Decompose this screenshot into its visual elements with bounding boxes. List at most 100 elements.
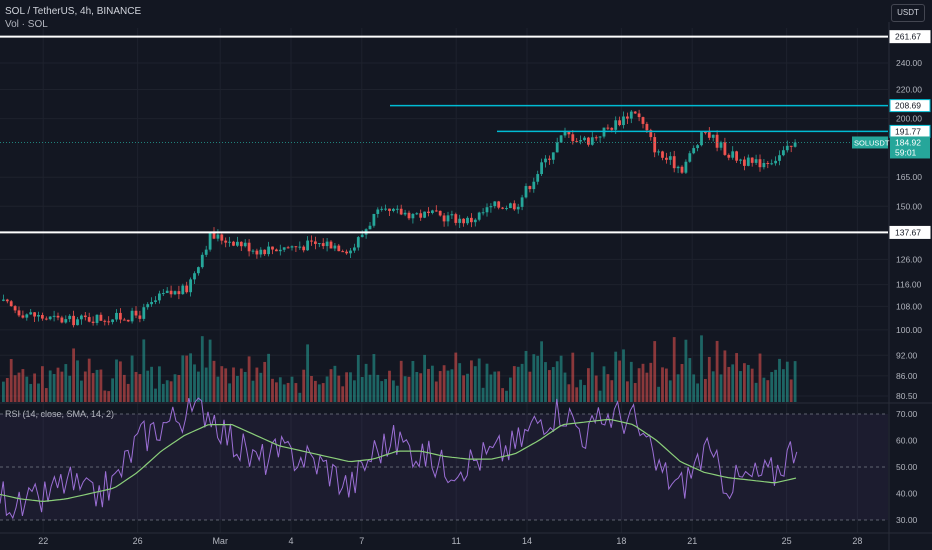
candle-body — [704, 132, 707, 134]
rsi-axis-tick-label: 30.00 — [896, 515, 918, 525]
candle-body — [298, 246, 302, 248]
volume-bar — [165, 380, 169, 402]
candle-body — [251, 250, 255, 252]
volume-bar — [200, 336, 204, 402]
symbol-tag-label: SOLUSDT — [854, 138, 890, 147]
volume-bar — [758, 353, 762, 402]
candle-body — [376, 209, 380, 214]
x-axis-tick-label: 18 — [616, 536, 626, 546]
volume-bar — [688, 358, 692, 402]
candle-body — [649, 130, 653, 138]
volume-bar — [259, 372, 263, 402]
price-axis-tick-label: 116.00 — [896, 280, 922, 290]
volume-bar — [177, 374, 181, 402]
candle-body — [185, 285, 189, 293]
candle-body — [189, 279, 192, 293]
volume-bar — [614, 351, 618, 402]
candle-body — [286, 247, 290, 249]
volume-bar — [661, 367, 664, 402]
volume-bar — [481, 387, 485, 402]
volume-bar — [735, 353, 738, 402]
symbol-tag — [852, 136, 888, 149]
candle-body — [754, 159, 758, 163]
x-axis-tick-label: 14 — [522, 536, 532, 546]
x-axis-tick-label: Mar — [212, 536, 228, 546]
volume-bar — [622, 349, 625, 402]
rsi-axis-tick-label: 40.00 — [896, 489, 918, 499]
price-axis-tick-label: 165.00 — [896, 172, 922, 182]
volume-bar — [48, 370, 52, 402]
candle-body — [774, 160, 777, 164]
price-axis-tick-label: 150.00 — [896, 201, 922, 211]
volume-bar — [372, 354, 376, 402]
volume-bar — [458, 363, 462, 402]
candle-body — [692, 148, 696, 154]
candle-body — [314, 241, 317, 244]
volume-bar — [267, 353, 270, 402]
volume-bar — [470, 360, 473, 402]
candle-body — [575, 141, 579, 143]
candle-body — [610, 127, 614, 130]
candle-body — [551, 152, 555, 160]
volume-bar — [739, 371, 742, 402]
x-axis-tick-label: 26 — [133, 536, 143, 546]
volume-bar — [119, 361, 122, 402]
volume-bar — [173, 374, 177, 402]
candle-body — [735, 151, 738, 161]
volume-bar — [696, 383, 699, 402]
candle-body — [325, 241, 329, 247]
volume-bar — [793, 361, 797, 402]
volume-bar — [212, 360, 216, 402]
candle-body — [87, 317, 91, 322]
price-axis-tick-label: 100.00 — [896, 325, 922, 335]
volume-bar — [2, 381, 5, 402]
level-price-tag — [889, 225, 931, 239]
candle-body — [95, 314, 99, 323]
volume-bar — [473, 366, 477, 402]
volume-bar — [497, 371, 501, 402]
candle-body — [793, 142, 797, 147]
volume-bar — [602, 366, 606, 402]
candle-body — [466, 217, 469, 224]
volume-bar — [302, 369, 306, 402]
volume-bar — [559, 355, 563, 402]
volume-bar — [275, 382, 278, 402]
volume-bar — [505, 390, 508, 402]
volume-bar — [645, 372, 649, 402]
volume-bar — [626, 381, 629, 402]
price-axis-tick-label: 108.00 — [896, 301, 922, 311]
candle-body — [21, 315, 25, 318]
volume-bar — [668, 380, 672, 402]
candle-body — [68, 315, 72, 320]
volume-bar — [360, 376, 364, 402]
candle-body — [64, 319, 68, 323]
volume-bar — [228, 383, 231, 402]
candles-group — [2, 109, 797, 328]
candle-body — [665, 157, 668, 160]
x-axis-tick-label: 7 — [359, 536, 364, 546]
volume-bar — [99, 369, 103, 402]
candle-body — [239, 241, 243, 247]
volume-bar — [719, 374, 723, 402]
volume-bar — [341, 386, 345, 402]
volume-bar — [208, 339, 212, 402]
volume-indicator-label: Vol · SOL — [5, 19, 48, 30]
candle-body — [399, 208, 403, 215]
volume-bar — [532, 354, 536, 402]
volume-bar — [442, 365, 446, 402]
volume-bar — [477, 358, 481, 402]
candle-body — [645, 123, 649, 131]
volume-bar — [185, 355, 189, 402]
candle-body — [232, 241, 235, 246]
currency-button[interactable]: USDT — [891, 4, 925, 22]
price-axis-tick-label: 200.00 — [896, 114, 922, 124]
volume-bar — [52, 374, 56, 402]
candle-body — [388, 208, 391, 211]
candle-body — [228, 241, 231, 243]
candle-body — [411, 214, 415, 219]
volume-bar — [181, 355, 185, 402]
candle-body — [606, 127, 610, 129]
volume-bar — [349, 372, 352, 402]
candle-body — [392, 208, 395, 211]
